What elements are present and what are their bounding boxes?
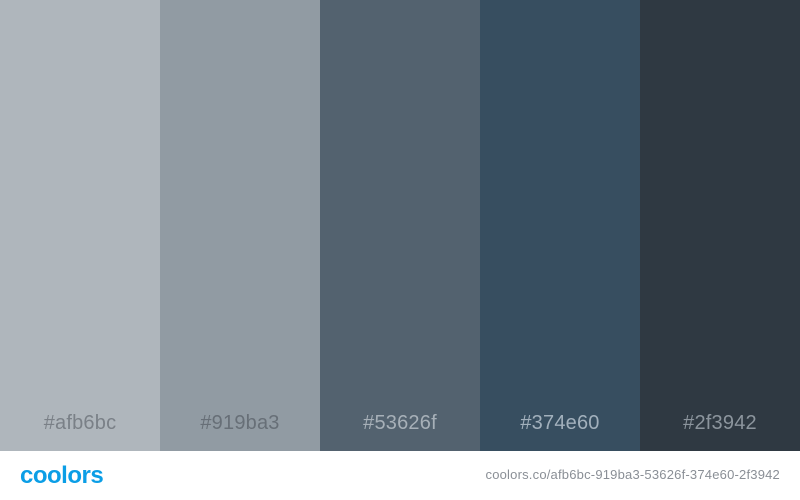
palette-url[interactable]: coolors.co/afb6bc-919ba3-53626f-374e60-2… (485, 467, 780, 482)
swatch-hex-label: #374e60 (520, 412, 600, 434)
swatch-hex-label: #919ba3 (200, 412, 280, 434)
footer-bar: coolors coolors.co/afb6bc-919ba3-53626f-… (0, 451, 800, 500)
swatch-hex-label: #2f3942 (683, 412, 757, 434)
swatch-hex-label: #afb6bc (43, 412, 117, 434)
color-swatch-4[interactable]: #374e60 (480, 0, 640, 451)
color-swatch-3[interactable]: #53626f (320, 0, 480, 451)
color-palette: #afb6bc #919ba3 #53626f #374e60 #2f3942 (0, 0, 800, 451)
coolors-logo[interactable]: coolors (20, 462, 104, 489)
color-swatch-5[interactable]: #2f3942 (640, 0, 800, 451)
swatch-hex-label: #53626f (363, 412, 437, 434)
color-swatch-1[interactable]: #afb6bc (0, 0, 160, 451)
color-swatch-2[interactable]: #919ba3 (160, 0, 320, 451)
